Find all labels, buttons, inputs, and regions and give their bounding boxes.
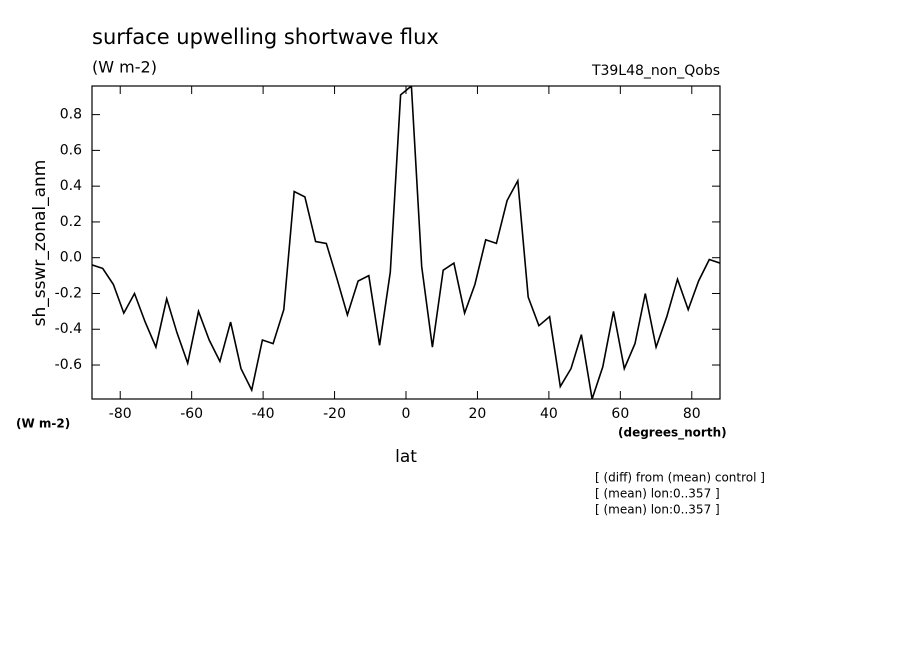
note: [ (diff) from (mean) control ]: [595, 471, 765, 485]
x-tick-label: 40: [540, 406, 558, 422]
y-tick-label: 0.6: [60, 142, 82, 158]
y-tick-label: -0.6: [55, 357, 82, 373]
x-tick-label: 0: [402, 406, 411, 422]
x-tick-label: 20: [469, 406, 487, 422]
x-tick-label: -60: [180, 406, 203, 422]
y-axis-label: sh_sswr_zonal_anm: [30, 160, 50, 327]
chart-title: surface upwelling shortwave flux: [92, 25, 439, 49]
x-tick-label: -40: [252, 406, 275, 422]
x-tick-label: 80: [683, 406, 701, 422]
x-units: (degrees_north): [618, 426, 727, 441]
x-tick-label: 60: [611, 406, 629, 422]
note: [ (mean) lon:0..357 ]: [595, 503, 720, 517]
plot-frame: [91, 85, 721, 400]
note: [ (mean) lon:0..357 ]: [595, 487, 720, 501]
y-tick-label: -0.2: [55, 285, 82, 301]
y-units: (W m-2): [16, 417, 70, 431]
data-line: [92, 86, 720, 399]
chart-subtitle: (W m-2): [92, 58, 157, 77]
annotation: T39L48_non_Qobs: [591, 63, 720, 79]
y-tick-label: 0.8: [60, 107, 82, 123]
x-tick-label: -80: [109, 406, 132, 422]
y-tick-label: 0.0: [60, 250, 82, 266]
y-tick-label: 0.2: [60, 214, 82, 230]
x-axis-label: lat: [395, 447, 417, 467]
y-tick-label: 0.4: [60, 178, 82, 194]
x-tick-label: -20: [323, 406, 346, 422]
y-tick-label: -0.4: [55, 321, 82, 337]
